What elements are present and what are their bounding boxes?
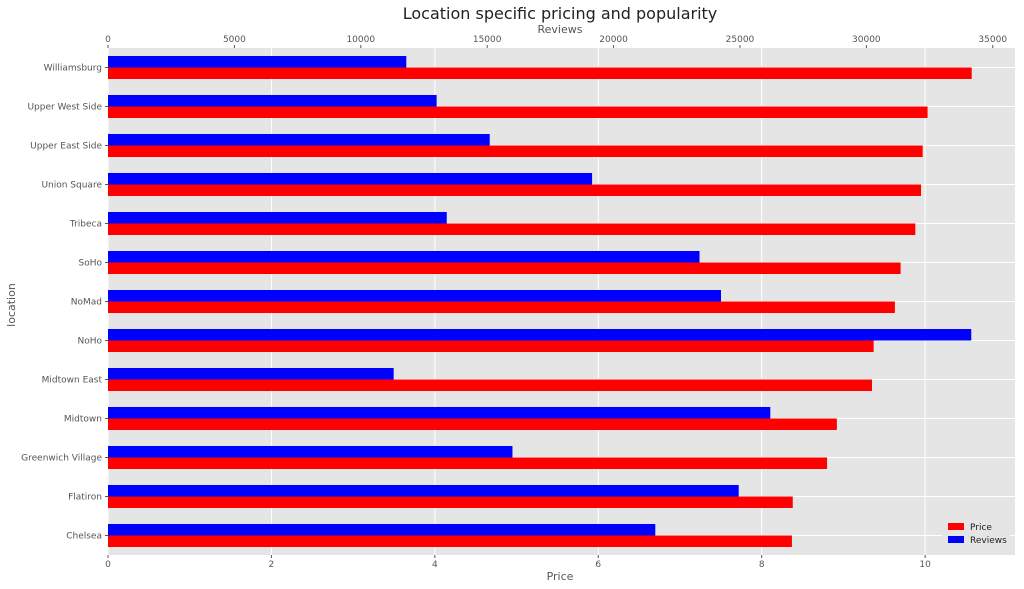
- y-tick-label: NoHo: [77, 337, 102, 347]
- bar-price-midtown: [108, 418, 837, 430]
- x-bottom-tick-label: 6: [595, 560, 601, 570]
- bar-reviews-upper-west-side: [108, 95, 437, 107]
- top-axis-label: Reviews: [538, 23, 583, 36]
- bar-price-noho: [108, 340, 874, 352]
- tick-labels: Chelsea Flatiron Greenwich Village Midtown M…: [21, 35, 1007, 570]
- bar-price-greenwich-village: [108, 457, 828, 469]
- y-tick-label: Upper West Side: [27, 103, 102, 113]
- x-top-tick-label: 0: [105, 35, 111, 45]
- bar-reviews-chelsea: [108, 524, 656, 536]
- y-tick-label: Union Square: [41, 181, 102, 191]
- x-bottom-tick-label: 10: [919, 560, 931, 570]
- x-bottom-tick-label: 8: [759, 560, 765, 570]
- legend-label-price: Price: [970, 523, 992, 533]
- bar-price-upper-east-side: [108, 145, 923, 157]
- bar-price-nomad: [108, 301, 895, 313]
- bar-reviews-tribeca: [108, 212, 447, 224]
- x-top-tick-label: 30000: [852, 35, 881, 45]
- x-top-tick-label: 5000: [223, 35, 246, 45]
- bar-price-flatiron: [108, 496, 793, 508]
- x-top-tick-label: 10000: [346, 35, 375, 45]
- legend-swatch-reviews: [948, 536, 964, 543]
- y-tick-label: Midtown East: [42, 376, 103, 386]
- bar-reviews-greenwich-village: [108, 446, 513, 458]
- bar-reviews-soho: [108, 251, 700, 263]
- x-bottom-tick-label: 2: [269, 560, 275, 570]
- bar-price-williamsburg: [108, 67, 972, 79]
- y-tick-label: Flatiron: [68, 493, 102, 503]
- legend-swatch-price: [948, 523, 964, 530]
- bar-price-tribeca: [108, 223, 916, 235]
- y-tick-label: Williamsburg: [44, 64, 102, 74]
- x-top-tick-label: 25000: [726, 35, 755, 45]
- x-top-tick-label: 20000: [599, 35, 628, 45]
- chart-title: Location specific pricing and popularity: [403, 4, 718, 23]
- bar-reviews-nomad: [108, 290, 722, 302]
- y-tick-label: Tribeca: [69, 220, 102, 230]
- y-tick-label: SoHo: [79, 259, 103, 269]
- bar-reviews-union-square: [108, 173, 593, 185]
- bottom-axis-label: Price: [547, 570, 574, 583]
- bar-reviews-midtown-east: [108, 368, 394, 380]
- bar-reviews-flatiron: [108, 485, 739, 497]
- y-tick-label: Midtown: [64, 415, 102, 425]
- y-tick-label: Upper East Side: [30, 142, 102, 152]
- bar-price-union-square: [108, 184, 922, 196]
- legend-label-reviews: Reviews: [970, 536, 1007, 546]
- x-bottom-tick-label: 0: [105, 560, 111, 570]
- bar-price-midtown-east: [108, 379, 873, 391]
- x-bottom-tick-label: 4: [432, 560, 438, 570]
- x-top-tick-label: 15000: [473, 35, 502, 45]
- bar-reviews-williamsburg: [108, 56, 407, 68]
- y-tick-label: Greenwich Village: [21, 454, 102, 464]
- bar-price-upper-west-side: [108, 106, 928, 118]
- y-tick-label: NoMad: [71, 298, 102, 308]
- bar-reviews-midtown: [108, 407, 771, 419]
- bars: [108, 56, 972, 547]
- y-tick-label: Chelsea: [66, 532, 102, 542]
- bar-price-soho: [108, 262, 901, 274]
- bar-reviews-upper-east-side: [108, 134, 490, 146]
- bar-reviews-noho: [108, 329, 972, 341]
- bar-price-chelsea: [108, 535, 792, 547]
- legend: Price Reviews: [942, 518, 1010, 548]
- x-top-tick-label: 35000: [978, 35, 1007, 45]
- y-axis-label: location: [5, 283, 18, 327]
